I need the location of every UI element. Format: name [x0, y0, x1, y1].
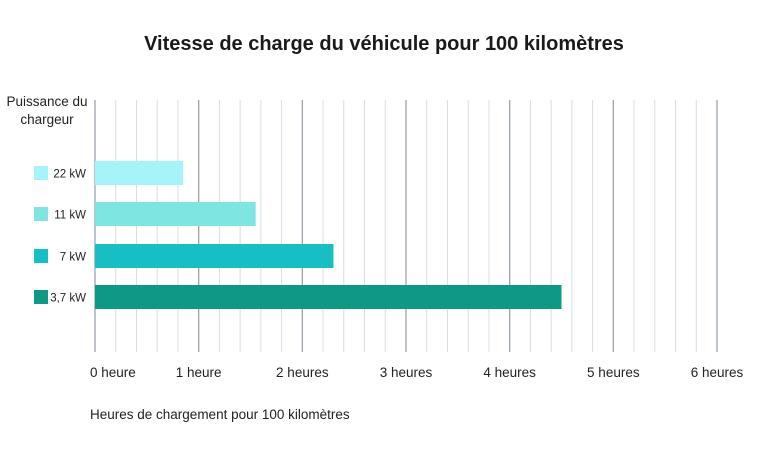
category-swatch [34, 290, 48, 304]
x-tick-label: 5 heures [587, 365, 640, 380]
category-swatch [34, 207, 48, 221]
x-tick-label: 2 heures [276, 365, 329, 380]
x-axis-label: Heures de chargement pour 100 kilomètres [90, 407, 350, 422]
chart-title: Vitesse de charge du véhicule pour 100 k… [144, 33, 624, 55]
x-tick-label: 4 heures [483, 365, 536, 380]
labels: 0 heure 1 heure 2 heures 3 heures 4 heures 5 … [34, 166, 744, 380]
category-swatch [34, 166, 48, 180]
bars [95, 161, 562, 309]
bar [95, 202, 256, 226]
category-label: 3,7 kW [50, 293, 86, 305]
x-tick-label: 6 heures [691, 365, 744, 380]
category-swatch [34, 249, 48, 263]
bar [95, 161, 184, 185]
x-tick-label: 1 heure [176, 365, 222, 380]
category-label: 7 kW [60, 252, 86, 264]
x-tick-label: 3 heures [380, 365, 433, 380]
bar [95, 285, 562, 309]
bar [95, 244, 334, 268]
y-axis-label: Puissance du chargeur [6, 94, 88, 127]
category-label: 11 kW [54, 210, 86, 222]
x-tick-label: 0 heure [90, 365, 136, 380]
category-label: 22 kW [53, 169, 86, 181]
